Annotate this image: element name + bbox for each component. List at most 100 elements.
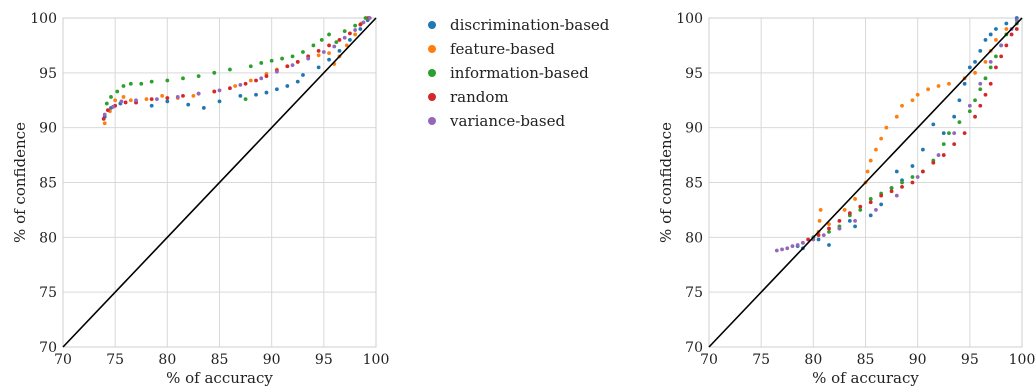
legend-label: information-based — [450, 64, 589, 82]
data-point-variance-based — [217, 88, 222, 93]
legend-label: random — [450, 88, 509, 106]
legend-marker — [428, 117, 436, 125]
data-point-random — [999, 54, 1004, 59]
data-point-information-based — [280, 56, 284, 61]
data-point-information-based — [858, 208, 863, 212]
data-point-random — [879, 193, 884, 198]
data-point-random — [988, 81, 993, 86]
x-tick-label: 85 — [857, 352, 875, 368]
data-point-information-based — [327, 32, 331, 37]
data-point-random — [358, 22, 363, 27]
data-point-random — [212, 89, 217, 94]
x-tick-label: 90 — [909, 352, 927, 368]
data-point-information-based — [994, 54, 998, 59]
data-point-variance-based — [361, 20, 366, 25]
y-tick-label: 100 — [30, 11, 57, 27]
data-point-discrimination-based — [952, 114, 957, 119]
legend: discrimination-based feature-based informa… — [428, 16, 610, 130]
data-point-information-based — [301, 50, 305, 54]
data-point-random — [165, 96, 170, 100]
data-point-discrimination-based — [149, 103, 154, 108]
legend-marker — [428, 45, 436, 53]
data-point-variance-based — [1014, 18, 1019, 23]
data-point-variance-based — [999, 43, 1004, 48]
data-point-random — [181, 93, 185, 98]
x-tick-label: 90 — [263, 352, 281, 368]
data-point-variance-based — [259, 76, 264, 81]
data-point-feature-based — [868, 158, 873, 163]
data-point-variance-based — [321, 50, 326, 54]
data-point-discrimination-based — [348, 38, 352, 42]
data-point-feature-based — [818, 208, 823, 212]
right-chart: 70 75 80 85 90 95 100 70 75 80 85 90 95 100 % of accur… — [657, 11, 1035, 387]
x-tick-label: 80 — [804, 352, 822, 368]
data-point-feature-based — [113, 98, 118, 103]
data-point-feature-based — [191, 93, 196, 98]
data-point-feature-based — [1004, 27, 1009, 31]
data-point-discrimination-based — [201, 106, 206, 110]
data-point-discrimination-based — [238, 93, 243, 98]
data-point-information-based — [248, 64, 253, 69]
data-point-feature-based — [983, 59, 988, 64]
x-axis-label: % of accuracy — [166, 369, 273, 387]
data-point-information-based — [128, 81, 133, 86]
data-point-discrimination-based — [973, 59, 977, 64]
data-point-variance-based — [342, 35, 347, 40]
data-point-discrimination-based — [983, 38, 988, 42]
data-point-discrimination-based — [920, 147, 925, 152]
legend-marker — [428, 93, 436, 101]
data-point-information-based — [115, 89, 120, 94]
data-point-information-based — [181, 76, 185, 81]
data-point-discrimination-based — [978, 49, 983, 53]
data-point-variance-based — [988, 59, 993, 64]
data-point-feature-based — [248, 78, 253, 83]
y-tick-label: 90 — [685, 121, 703, 137]
data-point-random — [1004, 43, 1009, 48]
data-point-variance-based — [774, 248, 779, 253]
data-point-information-based — [104, 101, 109, 106]
data-point-variance-based — [102, 112, 107, 117]
y-axis-label: % of confidence — [11, 122, 29, 243]
data-point-random — [327, 43, 331, 48]
data-point-random — [983, 92, 988, 97]
data-point-discrimination-based — [894, 169, 899, 174]
data-point-variance-based — [853, 218, 857, 223]
data-point-discrimination-based — [879, 202, 884, 207]
data-point-variance-based — [238, 83, 243, 87]
data-point-random — [295, 59, 300, 64]
data-point-information-based — [947, 131, 951, 136]
data-point-discrimination-based — [910, 164, 915, 168]
data-point-discrimination-based — [295, 79, 300, 84]
data-point-discrimination-based — [816, 237, 821, 242]
legend-label: feature-based — [450, 40, 555, 58]
data-point-variance-based — [837, 226, 842, 231]
data-point-random — [1009, 32, 1014, 37]
data-point-information-based — [311, 43, 316, 48]
data-point-random — [994, 65, 998, 70]
data-point-random — [228, 86, 232, 91]
y-tick-label: 95 — [685, 66, 703, 82]
data-point-variance-based — [119, 99, 124, 104]
data-point-feature-based — [827, 222, 831, 227]
data-point-variance-based — [967, 103, 972, 108]
data-point-discrimination-based — [847, 218, 852, 223]
data-point-random — [931, 160, 936, 165]
data-point-feature-based — [865, 169, 870, 174]
data-point-random — [254, 78, 258, 83]
data-point-random — [101, 116, 106, 121]
data-point-variance-based — [306, 56, 311, 61]
data-point-random — [858, 204, 863, 209]
data-point-information-based — [900, 180, 904, 185]
legend-label: variance-based — [449, 112, 565, 130]
data-point-random — [978, 103, 983, 108]
data-point-feature-based — [353, 32, 358, 37]
y-tick-label: 90 — [39, 121, 57, 137]
data-point-discrimination-based — [316, 65, 321, 70]
data-point-information-based — [983, 76, 988, 81]
data-point-information-based — [868, 197, 873, 201]
data-point-variance-based — [353, 28, 358, 32]
data-point-random — [952, 142, 957, 147]
y-tick-label: 70 — [685, 340, 703, 356]
data-point-discrimination-based — [967, 65, 972, 70]
data-point-discrimination-based — [186, 102, 191, 107]
